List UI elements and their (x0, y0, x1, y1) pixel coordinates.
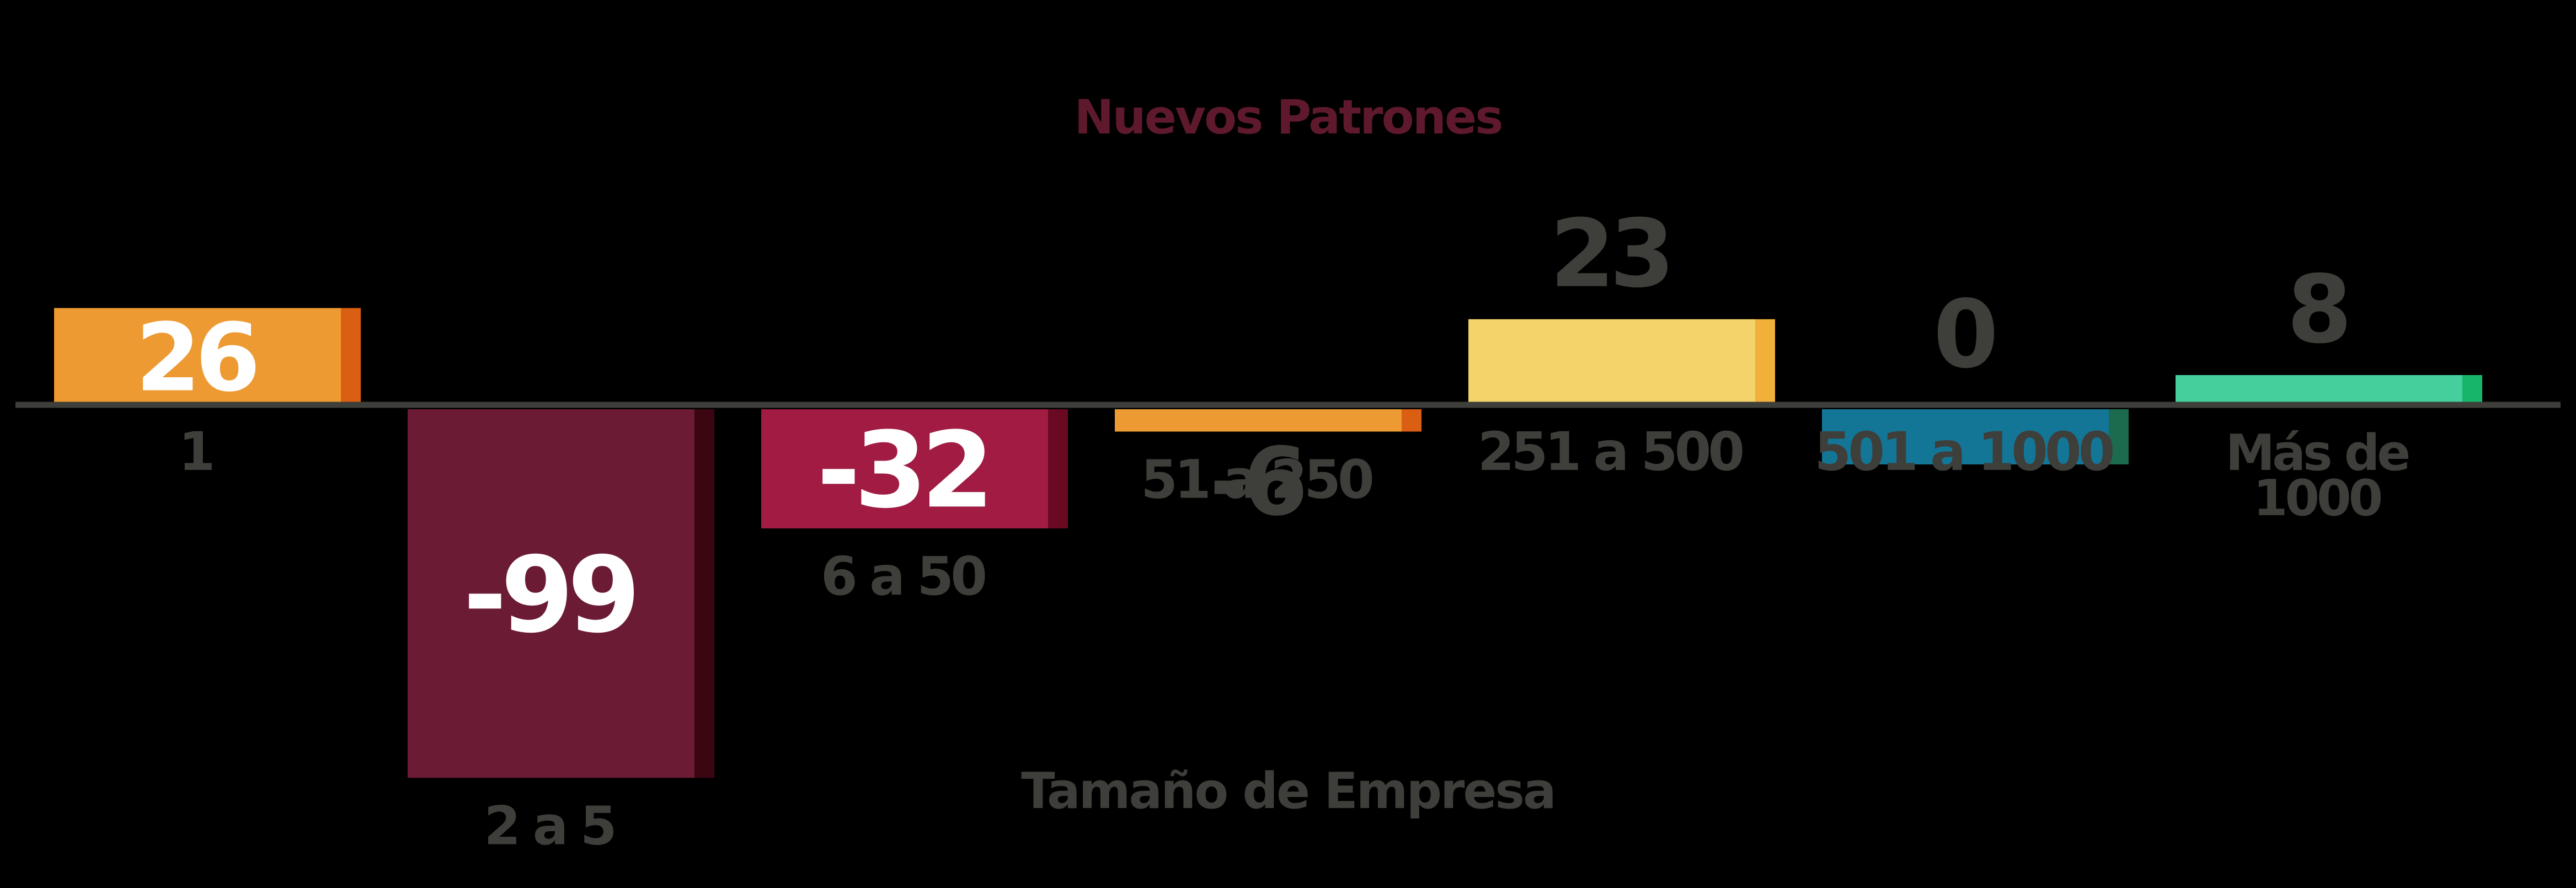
bar (408, 409, 694, 778)
category-label: 6 a 50 (821, 545, 985, 607)
x-axis-title: Tamaño de Empresa (1021, 762, 1554, 820)
bar-edge (2462, 375, 2482, 405)
bar-edge (341, 308, 361, 405)
bar-edge (2109, 409, 2129, 464)
bar-edge (1755, 319, 1775, 405)
bar-edge (694, 409, 714, 778)
data-label: -32 (817, 409, 988, 531)
data-label: 8 (2287, 255, 2347, 365)
category-label: 1000 (2253, 469, 2381, 527)
category-label: 1 (179, 421, 212, 483)
data-label: 0 (1933, 280, 1995, 389)
bar (1822, 409, 2109, 464)
data-label: -6 (1210, 428, 1304, 537)
bar (54, 308, 341, 405)
bar-edge (1048, 409, 1068, 528)
bar-series: 26 1 -99 2 a 5 -32 6 a 50 -651 a 250 23 251 a 50… (54, 200, 2482, 857)
bar (1468, 319, 1755, 405)
data-label: 26 (136, 303, 256, 413)
category-label: 2 a 5 (484, 795, 613, 857)
bar-edge (1402, 409, 1421, 432)
chart-title: Nuevos Patrones (1075, 90, 1502, 145)
data-label: -99 (463, 534, 634, 656)
bar (761, 409, 1048, 528)
bar (2176, 375, 2462, 405)
category-label: 501 a 1000 (1814, 421, 2113, 483)
category-label: 251 a 500 (1478, 421, 1743, 483)
category-label: Más de (2226, 424, 2409, 482)
category-label: 51 a 250 (1141, 449, 1372, 511)
bar (1115, 409, 1402, 432)
data-label: 23 (1550, 200, 1670, 309)
